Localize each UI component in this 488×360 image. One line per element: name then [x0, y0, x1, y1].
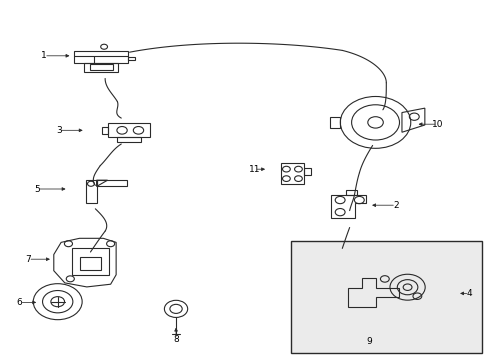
Text: 2: 2 [392, 201, 398, 210]
Text: 5: 5 [34, 184, 40, 194]
Text: 1: 1 [41, 51, 47, 60]
Text: 9: 9 [366, 337, 371, 346]
Text: 7: 7 [25, 255, 31, 264]
Text: 3: 3 [56, 126, 61, 135]
Text: 10: 10 [431, 120, 443, 129]
Text: 4: 4 [466, 289, 471, 298]
Text: 11: 11 [248, 165, 260, 174]
Text: 8: 8 [173, 335, 179, 343]
Bar [290, 241, 481, 353]
Text: 6: 6 [17, 298, 22, 307]
